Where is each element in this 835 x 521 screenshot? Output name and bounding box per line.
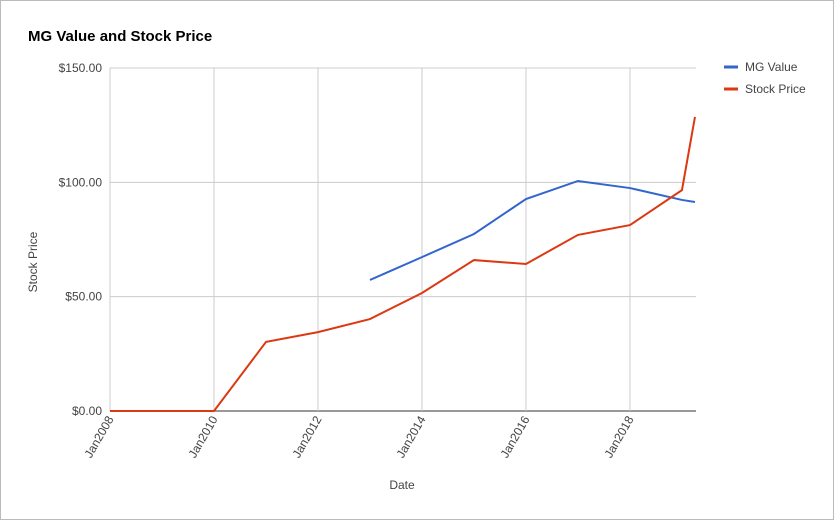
chart-title: MG Value and Stock Price <box>28 28 212 45</box>
y-tick-label: $0.00 <box>72 404 102 418</box>
legend-label: Stock Price <box>745 82 806 96</box>
y-axis-title: Stock Price <box>26 231 40 292</box>
legend-label: MG Value <box>745 60 798 74</box>
y-tick-label: $150.00 <box>59 61 103 75</box>
series-line <box>369 179 696 281</box>
y-tick-label: $50.00 <box>65 290 102 304</box>
x-axis-title: Date <box>389 478 415 492</box>
series-line <box>110 116 696 412</box>
y-tick-label: $100.00 <box>59 175 103 189</box>
